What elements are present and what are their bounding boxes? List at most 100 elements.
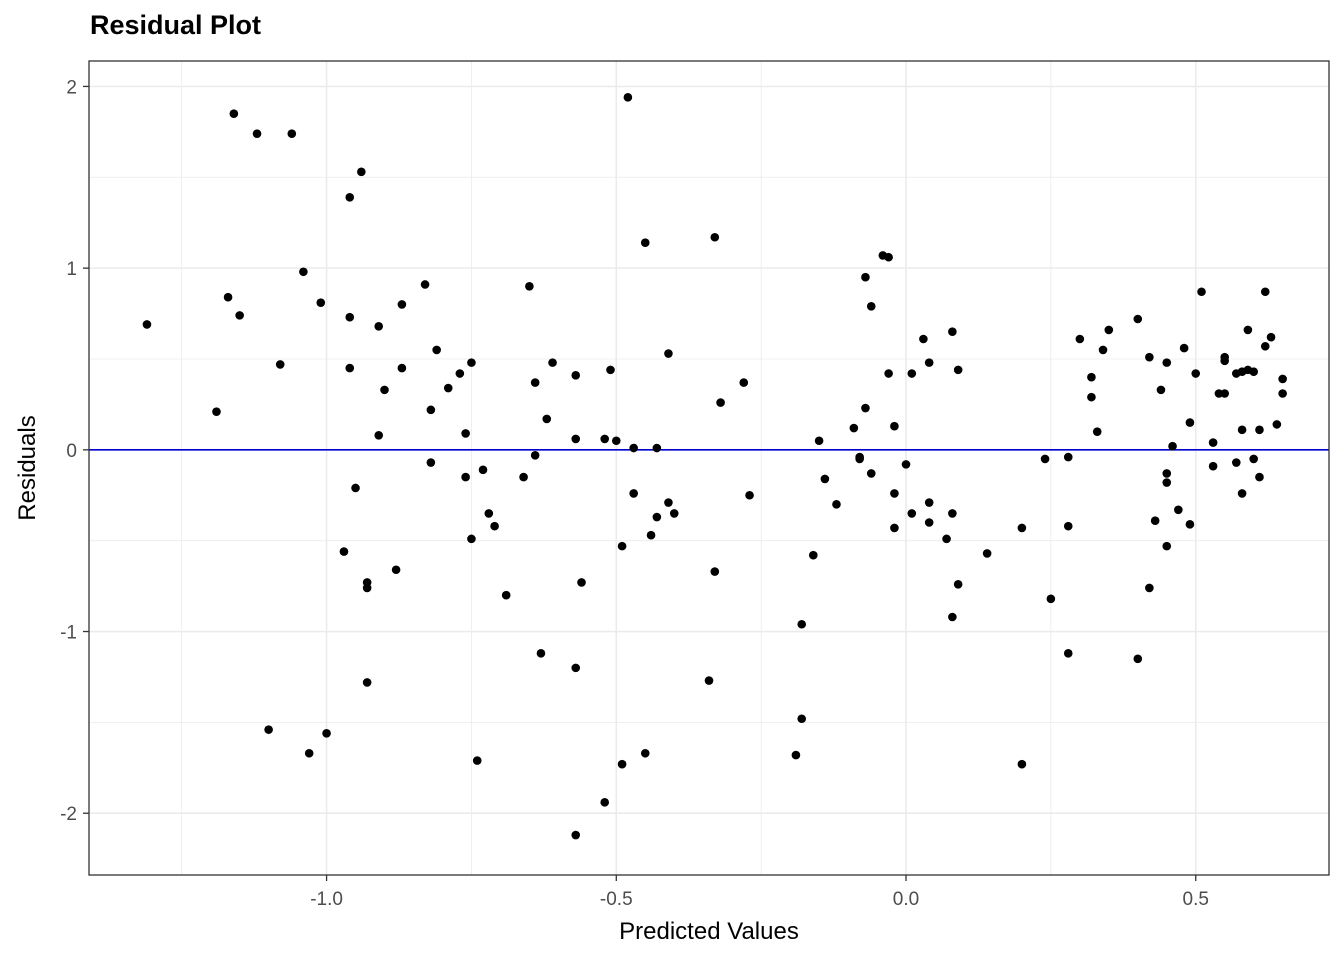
data-point <box>397 300 407 309</box>
data-point <box>443 383 453 393</box>
data-point <box>229 109 239 118</box>
y-tick-label: -1 <box>60 623 77 644</box>
data-point <box>1174 505 1183 515</box>
data-point <box>1260 341 1270 351</box>
data-point <box>623 93 633 102</box>
data-point <box>490 521 499 531</box>
data-point <box>351 483 360 493</box>
data-point <box>890 489 899 498</box>
data-point <box>345 192 355 202</box>
x-axis-title: Predicted Values <box>619 918 799 945</box>
data-point <box>791 750 801 760</box>
data-point <box>548 358 557 367</box>
data-point <box>1191 369 1201 378</box>
data-point <box>1104 325 1114 335</box>
data-point <box>716 398 725 407</box>
data-point <box>629 443 638 453</box>
data-point <box>467 358 476 367</box>
data-point <box>1208 438 1218 447</box>
data-point <box>374 430 384 440</box>
data-point <box>948 612 957 622</box>
data-point <box>1220 389 1230 398</box>
data-point <box>629 489 638 498</box>
data-point <box>1197 287 1206 297</box>
data-point <box>212 407 221 416</box>
data-point <box>866 301 876 311</box>
data-point <box>953 579 963 589</box>
data-point <box>345 363 355 373</box>
data-point <box>1063 649 1073 658</box>
data-point <box>1260 287 1270 297</box>
data-point <box>1185 418 1195 427</box>
data-point <box>600 798 610 807</box>
data-point <box>617 541 627 551</box>
data-point <box>1272 420 1282 429</box>
data-point <box>1063 521 1073 531</box>
data-point <box>374 321 384 331</box>
data-point <box>299 267 308 277</box>
data-point <box>942 534 951 544</box>
data-point <box>525 282 534 291</box>
data-point <box>519 472 528 482</box>
data-point <box>901 460 911 469</box>
data-point <box>571 830 581 840</box>
data-point <box>1133 654 1143 664</box>
data-point <box>380 385 389 395</box>
data-point <box>1179 343 1189 353</box>
data-point <box>316 298 326 307</box>
data-point <box>646 530 656 540</box>
data-point <box>1220 352 1230 362</box>
data-point <box>264 725 273 734</box>
data-point <box>948 327 957 337</box>
data-point <box>397 363 407 373</box>
data-point <box>472 756 482 765</box>
data-point <box>704 676 714 685</box>
data-point <box>745 490 754 500</box>
data-point <box>1040 454 1050 464</box>
data-point <box>484 509 494 518</box>
data-point <box>530 378 540 387</box>
data-point <box>357 167 366 177</box>
y-tick-label: 0 <box>66 441 77 462</box>
data-point <box>1162 358 1172 367</box>
data-point <box>924 498 934 507</box>
data-point <box>461 472 470 482</box>
data-point <box>142 320 152 329</box>
data-point <box>467 534 476 544</box>
data-point <box>710 567 720 576</box>
data-point <box>1162 478 1172 487</box>
data-point <box>252 129 262 138</box>
data-point <box>1162 469 1172 478</box>
data-point <box>362 583 372 593</box>
data-point <box>808 550 818 560</box>
data-point <box>1168 441 1177 451</box>
data-point <box>924 358 934 367</box>
data-point <box>1017 759 1027 769</box>
data-point <box>1162 541 1172 551</box>
data-point <box>907 509 917 518</box>
data-point <box>1133 314 1143 324</box>
gridlines <box>89 61 1329 875</box>
data-point <box>322 728 331 738</box>
data-point <box>640 238 650 247</box>
data-point <box>339 547 349 556</box>
data-point <box>640 748 650 758</box>
y-axis-title: Residuals <box>14 415 41 520</box>
data-point <box>664 349 673 358</box>
data-point <box>919 334 928 344</box>
data-point <box>797 619 807 629</box>
data-point <box>855 454 864 464</box>
data-point <box>849 423 859 433</box>
data-point <box>1017 523 1027 533</box>
data-point <box>907 369 917 378</box>
x-tick-label: -0.5 <box>600 889 633 910</box>
data-point <box>606 365 615 375</box>
data-point <box>710 232 720 242</box>
data-point <box>426 458 436 467</box>
data-point <box>797 714 807 724</box>
data-point <box>1255 425 1264 435</box>
plot-panel-border <box>88 60 1330 876</box>
data-point <box>820 474 830 484</box>
data-point <box>664 498 673 507</box>
data-point <box>617 759 627 769</box>
